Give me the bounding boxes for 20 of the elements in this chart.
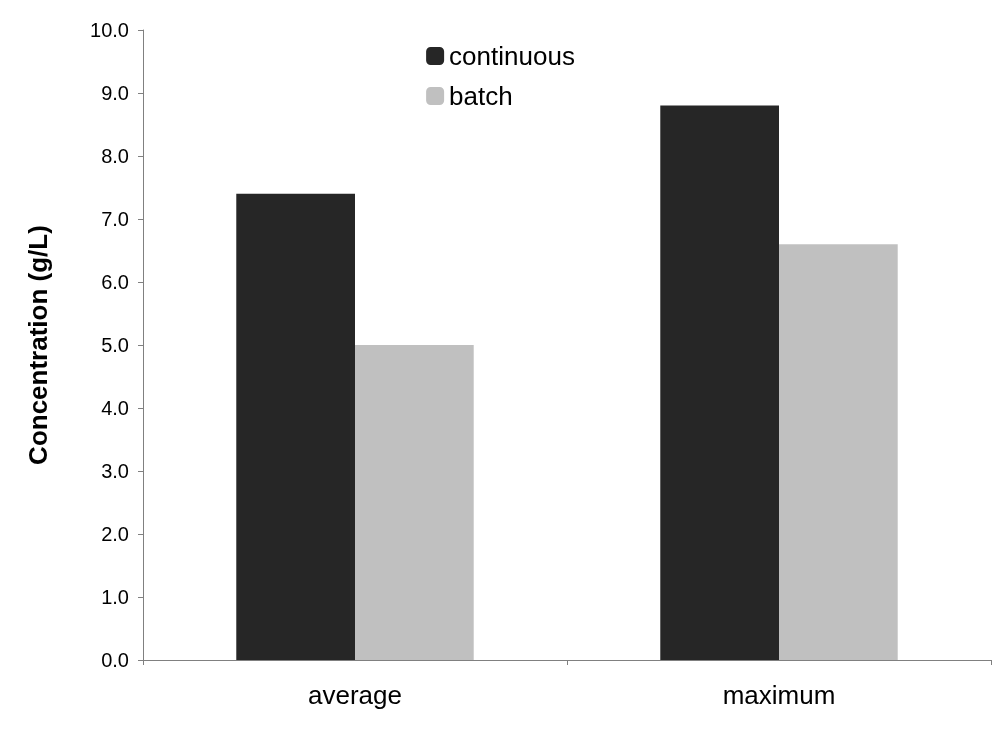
y-tick-label: 6.0: [101, 271, 129, 293]
bar: [660, 105, 779, 660]
bar: [355, 345, 474, 660]
legend-label: continuous: [449, 41, 575, 71]
y-tick-label: 10.0: [90, 19, 129, 41]
y-tick-label: 0.0: [101, 649, 129, 671]
bar: [236, 193, 355, 660]
legend-label: batch: [449, 81, 513, 111]
y-tick-label: 1.0: [101, 586, 129, 608]
y-tick-label: 5.0: [101, 334, 129, 356]
y-tick-label: 2.0: [101, 523, 129, 545]
y-tick-label: 7.0: [101, 208, 129, 230]
y-tick-label: 8.0: [101, 145, 129, 167]
y-tick-label: 3.0: [101, 460, 129, 482]
y-tick-label: 4.0: [101, 397, 129, 419]
y-tick-label: 9.0: [101, 82, 129, 104]
y-axis-title: Concentration (g/L): [23, 225, 53, 465]
x-tick-label: maximum: [722, 680, 836, 710]
bar: [779, 244, 898, 660]
x-tick-label: average: [308, 680, 402, 710]
